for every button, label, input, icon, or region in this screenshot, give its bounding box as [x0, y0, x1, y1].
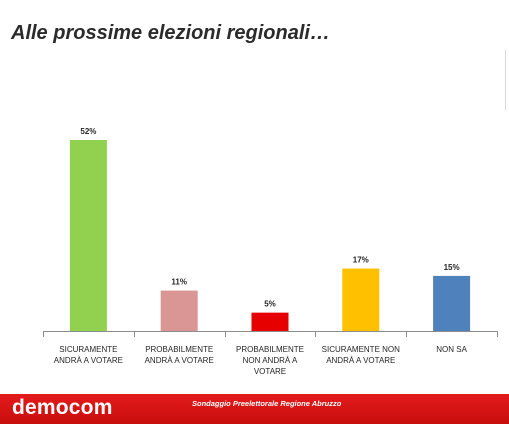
divider — [505, 50, 506, 110]
footer-bar: democom Sondaggio Preelettorale Regione … — [0, 394, 509, 424]
bar-1 — [69, 140, 107, 331]
bar-chart: 52% 11% 5% 17% 15% SICURAMENTE ANDRÀ A VOTARE… — [43, 127, 498, 376]
category-label-3: NON ANDRÀ A — [243, 356, 298, 365]
category-label-1: SICURAMENTE — [59, 345, 117, 354]
category-label-4: ANDRÀ A VOTARE — [326, 356, 395, 365]
category-label-2: ANDRÀ A VOTARE — [145, 356, 214, 365]
data-label-3: 5% — [264, 300, 276, 309]
brand-logo-text: democom — [12, 396, 113, 419]
category-label-3: PROBABILMENTE — [236, 345, 304, 354]
footer-subtitle: Sondaggio Preelettorale Regione Abruzzo — [192, 399, 342, 408]
data-label-1: 52% — [80, 127, 96, 136]
bar-5 — [433, 275, 471, 331]
category-label-2: PROBABILMENTE — [145, 345, 213, 354]
bar-2 — [160, 290, 198, 331]
category-label-5: NON SA — [436, 345, 467, 354]
bar-4 — [342, 268, 380, 331]
category-label-4: SICURAMENTE NON — [322, 345, 400, 354]
page-title: Alle prossime elezioni regionali… — [11, 22, 330, 44]
category-label-3: VOTARE — [254, 367, 286, 376]
data-label-5: 15% — [444, 263, 460, 272]
bar-3 — [251, 312, 289, 331]
data-label-2: 11% — [171, 278, 187, 287]
data-label-4: 17% — [353, 256, 369, 265]
category-label-1: ANDRÀ A VOTARE — [54, 356, 123, 365]
